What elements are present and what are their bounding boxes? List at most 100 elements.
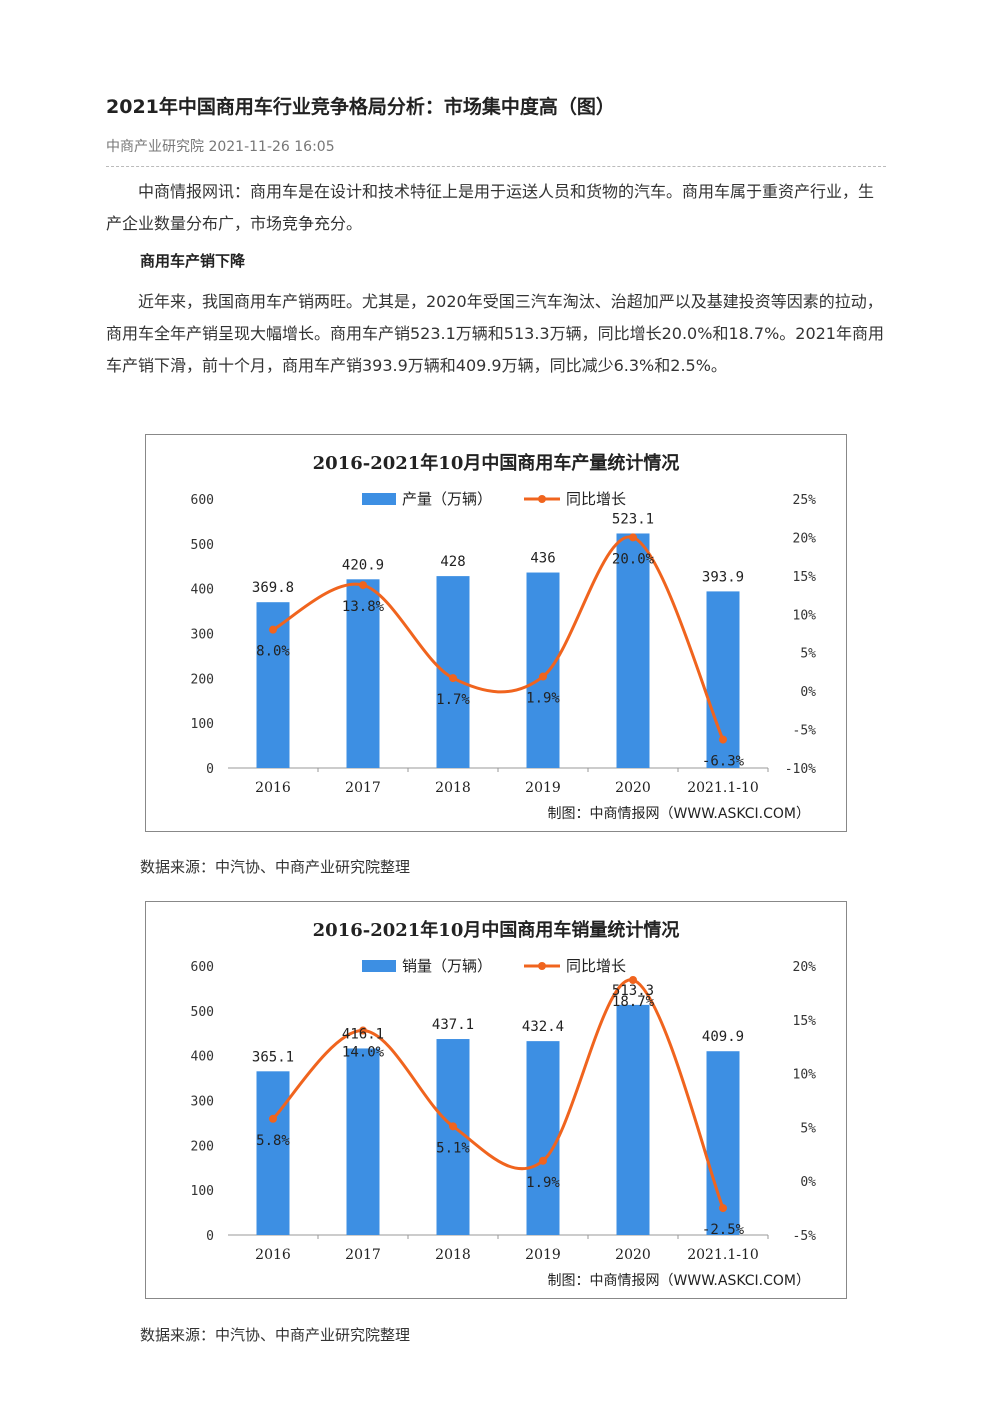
sales-bar-value-label: 365.1	[252, 1049, 294, 1065]
production-growth-point	[539, 672, 547, 681]
sales-right-tick-label: 20%	[793, 960, 817, 975]
sales-growth-value-label: 14.0%	[342, 1045, 385, 1061]
sales-left-tick-label: 200	[191, 1139, 214, 1154]
production-category-label: 2017	[345, 780, 381, 796]
sales-left-tick-label: 100	[191, 1184, 214, 1199]
sales-category-label: 2021.1-10	[687, 1247, 759, 1263]
sales-bar	[526, 1041, 560, 1235]
production-growth-value-label: 20.0%	[612, 551, 655, 567]
sales-right-tick-label: -5%	[793, 1229, 817, 1244]
sales-left-tick-label: 500	[191, 1005, 214, 1020]
production-bar-value-label: 436	[530, 551, 555, 567]
article-meta: 中商产业研究院 2021-11-26 16:05	[106, 139, 335, 155]
sales-growth-point	[629, 975, 637, 984]
production-chart-title: 2016-2021年10月中国商用车产量统计情况	[313, 452, 680, 474]
sales-right-tick-label: 5%	[800, 1121, 816, 1136]
production-right-tick-label: 15%	[793, 570, 817, 585]
sales-bar-value-label: 437.1	[432, 1017, 474, 1033]
sales-growth-point	[269, 1114, 277, 1123]
sales-growth-point	[539, 1156, 547, 1165]
sales-category-label: 2016	[255, 1247, 291, 1263]
production-category-label: 2019	[525, 780, 561, 796]
production-category-label: 2021.1-10	[687, 780, 759, 796]
production-left-tick-label: 600	[191, 493, 214, 508]
sales-right-tick-label: 0%	[800, 1175, 816, 1190]
production-right-tick-label: 25%	[793, 493, 817, 508]
production-growth-point	[269, 625, 277, 634]
production-legend-line-marker	[538, 495, 546, 503]
sales-left-tick-label: 0	[206, 1229, 214, 1244]
sales-left-tick-label: 300	[191, 1095, 214, 1110]
sales-growth-line	[271, 978, 725, 1209]
production-growth-value-label: 8.0%	[256, 644, 290, 660]
production-bar-value-label: 523.1	[612, 511, 654, 527]
production-legend-bar-label: 产量（万辆）	[402, 490, 492, 508]
sales-growth-value-label: -2.5%	[702, 1222, 745, 1238]
production-left-tick-label: 200	[191, 672, 214, 687]
sales-chart: 2016-2021年10月中国商用车销量统计情况 销量（万辆） 同比增长 0 100 20…	[145, 901, 847, 1299]
sales-category-label: 2017	[345, 1247, 381, 1263]
sales-growth-value-label: 5.1%	[436, 1140, 470, 1156]
production-growth-value-label: -6.3%	[702, 754, 745, 770]
production-growth-value-label: 13.8%	[342, 599, 385, 615]
sales-bar-value-label: 409.9	[702, 1029, 744, 1045]
sales-bar	[616, 1004, 650, 1235]
production-bar-value-label: 428	[440, 554, 465, 570]
production-growth-point	[719, 735, 727, 744]
sales-growth-value-label: 18.7%	[612, 994, 655, 1010]
production-right-tick-label: -10%	[785, 762, 816, 777]
sales-category-label: 2019	[525, 1247, 561, 1263]
sales-left-tick-label: 400	[191, 1050, 214, 1065]
article-title: 2021年中国商用车行业竞争格局分析：市场集中度高（图）	[106, 96, 615, 118]
production-bar-value-label: 393.9	[702, 569, 744, 585]
production-growth-value-label: 1.9%	[526, 691, 560, 707]
intro-paragraph: 中商情报网讯：商用车是在设计和技术特征上是用于运送人员和货物的汽车。商用车属于重…	[106, 182, 875, 233]
production-legend-bar-swatch	[362, 493, 396, 505]
sales-legend-bar-label: 销量（万辆）	[402, 957, 492, 975]
sales-growth-point	[359, 1026, 367, 1035]
production-left-tick-label: 300	[191, 628, 214, 643]
sales-left-tick-label: 600	[191, 960, 214, 975]
production-bar	[436, 576, 470, 768]
production-category-label: 2016	[255, 780, 291, 796]
production-growth-point	[449, 674, 457, 683]
sales-growth-point	[719, 1204, 727, 1213]
divider	[106, 166, 886, 167]
sales-legend-line-marker	[538, 962, 546, 970]
sales-bar	[256, 1071, 290, 1235]
sales-bar-value-label: 432.4	[522, 1019, 564, 1035]
production-bar	[526, 572, 560, 768]
production-right-tick-label: 5%	[800, 647, 816, 662]
production-bar	[346, 579, 380, 768]
sales-growth-value-label: 5.8%	[256, 1133, 290, 1149]
source-note-2: 数据来源：中汽协、中商产业研究院整理	[140, 1326, 411, 1344]
production-bar-value-label: 420.9	[342, 557, 384, 573]
production-left-tick-label: 500	[191, 538, 214, 553]
production-right-tick-label: 0%	[800, 685, 816, 700]
production-right-tick-label: -5%	[793, 724, 817, 739]
sales-chart-title: 2016-2021年10月中国商用车销量统计情况	[313, 919, 680, 941]
body-paragraph: 近年来，我国商用车产销两旺。尤其是，2020年受国三汽车淘汰、治超加严以及基建投…	[106, 292, 884, 375]
production-left-tick-label: 100	[191, 717, 214, 732]
production-right-tick-label: 20%	[793, 531, 817, 546]
production-growth-point	[359, 581, 367, 590]
sales-bar-value-label: 513.3	[612, 983, 654, 999]
sales-credit: 制图：中商情报网（WWW.ASKCI.COM）	[548, 1273, 810, 1289]
sales-right-tick-label: 15%	[793, 1014, 817, 1029]
production-bar-value-label: 369.8	[252, 580, 294, 596]
production-growth-point	[629, 533, 637, 542]
production-credit: 制图：中商情报网（WWW.ASKCI.COM）	[548, 806, 810, 822]
production-left-tick-label: 400	[191, 583, 214, 598]
production-chart: 2016-2021年10月中国商用车产量统计情况 产量（万辆） 同比增长 0 100 20…	[145, 434, 847, 832]
production-growth-line	[272, 535, 725, 741]
sales-legend-bar-swatch	[362, 960, 396, 972]
sales-category-label: 2020	[615, 1247, 651, 1263]
production-left-tick-label: 0	[206, 762, 214, 777]
source-note-1: 数据来源：中汽协、中商产业研究院整理	[140, 858, 411, 876]
production-growth-value-label: 1.7%	[436, 692, 470, 708]
sales-right-tick-label: 10%	[793, 1068, 817, 1083]
sales-bar-value-label: 416.1	[342, 1026, 384, 1042]
production-category-label: 2018	[435, 780, 471, 796]
